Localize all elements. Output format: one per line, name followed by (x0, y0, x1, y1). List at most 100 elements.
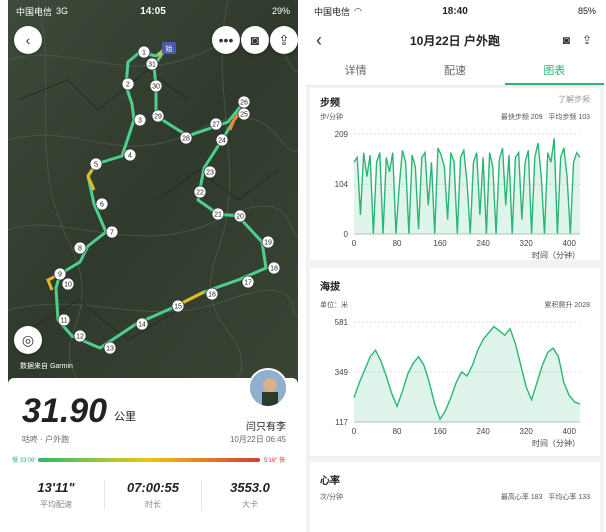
share-icon: ⇪ (581, 33, 592, 47)
cadence-summary: 最快步频 209 平均步频 103 (501, 112, 590, 122)
learn-cadence-link[interactable]: 了解步频 (558, 95, 590, 104)
chevron-left-icon: ‹ (25, 32, 31, 48)
marker-label: 6 (100, 202, 104, 209)
route-map[interactable]: 1 2 3 4 5 6 7 8 9 10 11 12 13 14 15 16 17 18 19 20 21 22 23 24 2… (8, 0, 298, 380)
route-marker[interactable]: 26 (237, 95, 251, 109)
route-marker[interactable]: 2 (121, 77, 135, 91)
marker-label: 5 (94, 162, 98, 169)
camera-button[interactable]: ◙ (241, 26, 269, 54)
cadence-section: 步频 了解步频 步/分钟 最快步频 209 平均步频 103 0 104 209 0 8… (310, 88, 600, 260)
summary-card: 31.90 公里 咕咚 · 户外跑 闫只有李 10月22日 06:45 慢 33… (8, 368, 298, 532)
x-tick-label: 80 (393, 239, 402, 248)
marker-label: 30 (152, 84, 160, 91)
marker-label: 14 (138, 322, 146, 329)
marker-label: 24 (218, 138, 226, 145)
tab-bar: 详情 配速 图表 (306, 58, 604, 86)
marker-label: 29 (154, 114, 162, 121)
distance-unit: 公里 (114, 411, 136, 423)
map-attribution: 数据来自 Garmin (20, 363, 73, 370)
tab-details[interactable]: 详情 (344, 65, 367, 77)
route-marker[interactable]: 3 (133, 113, 147, 127)
x-tick-label: 240 (476, 239, 490, 248)
y-tick-label: 349 (335, 368, 349, 377)
stat-label: 平均配速 (40, 500, 72, 509)
x-tick-label: 240 (476, 427, 490, 436)
route-marker[interactable]: 5 (89, 157, 103, 171)
avg-cadence: 平均步频 103 (548, 114, 590, 121)
share-icon: ⇪ (278, 31, 290, 48)
unit-label: 次/分钟 (320, 494, 343, 501)
route-marker[interactable]: 13 (103, 341, 117, 355)
route-marker[interactable]: 23 (203, 165, 217, 179)
stat-calories: 3553.0 大卡 (202, 480, 298, 510)
route-marker[interactable]: 28 (179, 131, 193, 145)
route-marker[interactable]: 24 (215, 133, 229, 147)
x-tick-label: 160 (433, 239, 447, 248)
series-area (354, 326, 580, 422)
nav-bar: ‹ 10月22日 户外跑 ◙ ⇪ (306, 22, 604, 58)
section-title: 海拔 (320, 282, 340, 293)
x-tick-label: 160 (433, 427, 447, 436)
route-marker[interactable]: 1 (137, 45, 151, 59)
x-axis-label: 时间（分钟） (532, 438, 580, 448)
avatar[interactable] (248, 368, 288, 408)
y-tick-label: 209 (335, 130, 349, 139)
route-marker[interactable]: 22 (193, 185, 207, 199)
route-marker[interactable]: 10 (61, 277, 75, 291)
share-button[interactable]: ⇪ (582, 33, 592, 47)
route-marker[interactable]: 6 (95, 197, 109, 211)
more-button[interactable]: ••• (212, 26, 240, 54)
route-marker[interactable]: 8 (73, 241, 87, 255)
marker-label: 1 (142, 50, 146, 57)
route-marker[interactable]: 30 (149, 79, 163, 93)
back-button[interactable]: ‹ (14, 26, 42, 54)
camera-icon: ◙ (562, 33, 570, 47)
route-marker[interactable]: 18 (267, 261, 281, 275)
route-marker[interactable]: 7 (105, 225, 119, 239)
route-marker[interactable]: 21 (211, 207, 225, 221)
section-title: 步频 (320, 98, 340, 109)
route-marker[interactable]: 12 (73, 329, 87, 343)
marker-label: 2 (126, 82, 130, 89)
left-phone-screen: 中国电信 3G 14:05 29% (8, 0, 298, 532)
pace-fast-label: 5'16" 快 (264, 458, 285, 464)
series-line (353, 138, 581, 235)
route-marker[interactable]: 19 (261, 235, 275, 249)
route-marker[interactable]: 25 (237, 107, 251, 121)
route-marker[interactable]: 16 (205, 287, 219, 301)
route-marker[interactable]: 9 (53, 267, 67, 281)
route-marker[interactable]: 11 (57, 313, 71, 327)
camera-icon: ◙ (250, 32, 260, 48)
carrier: 中国电信 (314, 6, 351, 17)
share-button[interactable]: ⇪ (270, 26, 298, 54)
heart-rate-section: 心率 次/分钟 最高心率 183 平均心率 133 (310, 462, 600, 532)
activity-datetime: 10月22日 06:45 (229, 435, 286, 444)
route-marker[interactable]: 31 (145, 57, 159, 71)
marker-label: 25 (240, 112, 248, 119)
back-button[interactable]: ‹ (316, 30, 322, 51)
route-marker[interactable]: 29 (151, 109, 165, 123)
route-marker[interactable]: 17 (241, 275, 255, 289)
route-marker[interactable]: 27 (209, 117, 223, 131)
marker-label: 15 (174, 304, 182, 311)
right-phone-screen: 中国电信 ◠ 18:40 85% ‹ 10月22日 户外跑 ◙ ⇪ 详情 配速 … (306, 0, 604, 532)
battery-level: 85% (577, 6, 596, 16)
route-marker[interactable]: 14 (135, 317, 149, 331)
total-climb: 累积爬升 2028 (544, 302, 590, 309)
camera-button[interactable]: ◙ (563, 33, 570, 47)
stat-value: 13'11" (37, 480, 75, 495)
user-name[interactable]: 闫只有李 (246, 422, 286, 433)
route-marker[interactable]: 15 (171, 299, 185, 313)
elevation-chart: 117 349 581 0 80 160 240 320 400 时间（分钟） (335, 318, 581, 448)
carrier: 中国电信 (16, 6, 53, 17)
locate-button[interactable]: ◎ (14, 326, 42, 354)
marker-label: 11 (60, 318, 67, 325)
route-marker[interactable]: 20 (233, 209, 247, 223)
elevation-section: 海拔 单位：米 累积爬升 2028 117 349 581 0 80 160 240 320 4… (310, 268, 600, 456)
stat-label: 大卡 (242, 500, 258, 509)
tab-pace[interactable]: 配速 (443, 65, 466, 77)
status-time: 18:40 (442, 5, 468, 17)
network-type: 3G (56, 6, 69, 16)
tab-charts[interactable]: 图表 (504, 58, 604, 85)
route-marker[interactable]: 4 (123, 148, 137, 162)
